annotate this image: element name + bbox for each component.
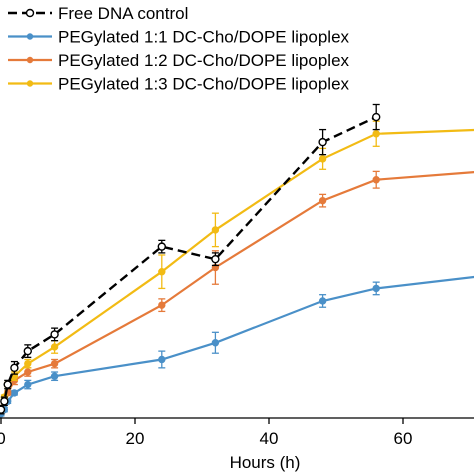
data-point [372, 130, 380, 138]
data-point [211, 254, 220, 264]
legend-marker-2 [26, 56, 34, 64]
data-point [318, 196, 327, 205]
data-point [50, 359, 59, 368]
series-1 [0, 275, 474, 418]
data-point [372, 284, 380, 293]
x-tick-label-40: 40 [260, 429, 279, 448]
data-point [50, 343, 59, 351]
data-point [0, 397, 9, 406]
series-3 [0, 120, 474, 414]
x-axis-label: Hours (h) [230, 453, 301, 472]
legend-label-1: PEGylated 1:1 DC-Cho/DOPE lipoplex [58, 28, 350, 47]
series-2 [0, 170, 474, 414]
data-point [158, 268, 166, 276]
data-point [24, 359, 32, 368]
data-point [158, 301, 166, 309]
series-line-1 [0, 275, 474, 415]
data-point [10, 363, 19, 373]
x-tick-label-60: 60 [394, 429, 413, 448]
data-point [10, 389, 19, 397]
data-point [158, 355, 166, 364]
x-axis: 0 20 40 60 [0, 417, 474, 448]
legend-background [0, 0, 410, 100]
legend-label-3: PEGylated 1:3 DC-Cho/DOPE lipoplex [58, 75, 350, 94]
data-point [50, 330, 59, 339]
data-point [211, 226, 220, 234]
legend: Free DNA control PEGylated 1:1 DC-Cho/DOP… [0, 0, 410, 100]
data-point [23, 346, 32, 356]
data-point [211, 339, 220, 347]
data-point [372, 176, 380, 184]
legend-marker-0 [25, 8, 35, 18]
series-line-3 [0, 128, 474, 410]
data-point [372, 112, 381, 122]
plot-area [0, 103, 474, 418]
data-point [50, 372, 59, 380]
legend-marker-3 [26, 80, 34, 87]
legend-label-2: PEGylated 1:2 DC-Cho/DOPE lipoplex [58, 51, 350, 70]
data-point [318, 155, 327, 163]
legend-marker-1 [26, 33, 34, 40]
data-point [24, 380, 32, 389]
series-line-0 [0, 115, 377, 411]
data-point [318, 137, 327, 147]
data-point [157, 242, 167, 251]
series-0 [0, 103, 381, 415]
legend-label-0: Free DNA control [58, 4, 188, 23]
data-point [318, 297, 327, 305]
data-point [3, 380, 12, 389]
data-point [0, 405, 6, 414]
x-tick-label-20: 20 [126, 429, 145, 448]
data-point [24, 368, 32, 376]
x-tick-label-0: 0 [0, 429, 6, 448]
